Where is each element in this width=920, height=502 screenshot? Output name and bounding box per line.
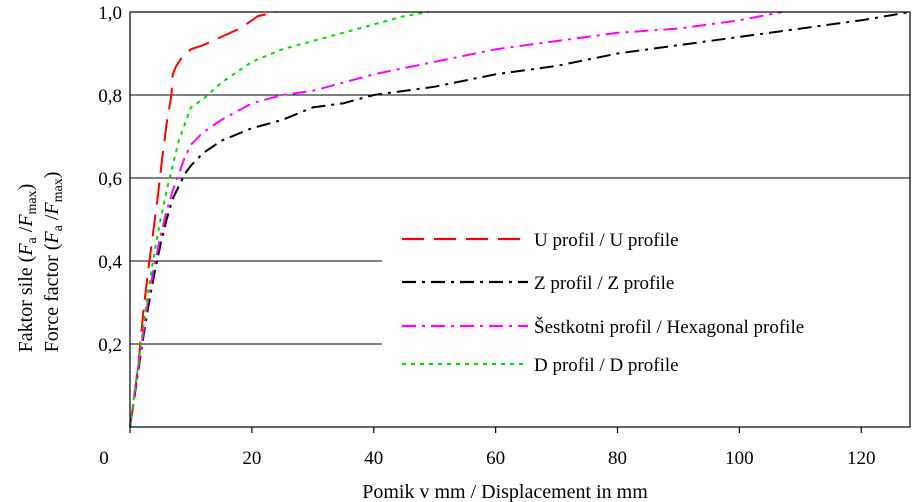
- x-tick-label: 120: [847, 448, 876, 469]
- y-axis-label-line1: Faktor sile (Fa /Fmax): [15, 184, 40, 353]
- legend-item: D profil / D profile: [402, 355, 679, 376]
- x-tick-label: 60: [486, 448, 505, 469]
- legend-label: Z profil / Z profile: [534, 273, 674, 294]
- x-tick-label: 40: [364, 448, 383, 469]
- legend-item: Z profil / Z profile: [402, 273, 674, 294]
- series-line: [129, 11, 429, 428]
- y-axis-label: Faktor sile (Fa /Fmax) Force factor (Fa …: [15, 172, 66, 353]
- x-tick-label: 0: [99, 448, 109, 469]
- y-tick-label: 1,0: [98, 3, 122, 24]
- x-tick-label: 100: [725, 448, 754, 469]
- y-tick-label: 0,8: [98, 86, 122, 107]
- legend-label: Šestkotni profil / Hexagonal profile: [534, 316, 804, 338]
- legend-label: U profil / U profile: [534, 230, 679, 251]
- y-tick-label: 0,4: [98, 252, 122, 273]
- series-line: [129, 11, 783, 428]
- legend-label: D profil / D profile: [534, 355, 679, 376]
- legend: U profil / U profile Z profil / Z profile…: [402, 230, 804, 376]
- plot-frame: [129, 11, 911, 428]
- series-line: [129, 11, 911, 428]
- series-lines: [129, 11, 911, 428]
- y-tick-label: 0,2: [98, 335, 122, 356]
- x-axis-ticks: 0 20 40 60 80 100 120: [99, 427, 876, 469]
- x-tick-label: 80: [608, 448, 627, 469]
- y-tick-label: 0,6: [98, 169, 122, 190]
- legend-item: U profil / U profile: [402, 230, 679, 251]
- grid-lines: [130, 11, 910, 345]
- x-axis-label: Pomik v mm / Displacement in mm: [362, 481, 648, 502]
- series-line: [129, 11, 277, 428]
- x-tick-label: 20: [242, 448, 261, 469]
- y-axis-label-line2: Force factor (Fa /Fmax): [41, 172, 66, 353]
- y-axis-ticks: 0,2 0,4 0,6 0,8 1,0: [98, 3, 122, 356]
- legend-item: Šestkotni profil / Hexagonal profile: [402, 316, 804, 338]
